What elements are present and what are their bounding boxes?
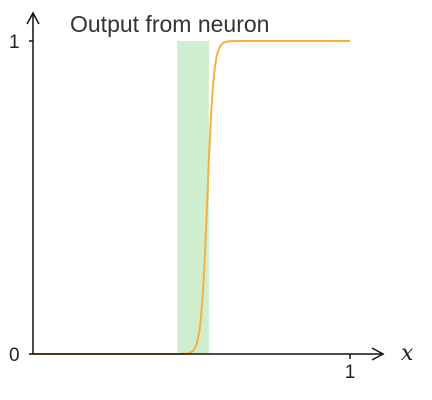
y-axis-arrow [26, 11, 40, 25]
chart-title: Output from neuron [70, 11, 269, 37]
x-tick-label: 1 [345, 362, 356, 383]
y-tick-label: 1 [9, 32, 20, 53]
highlight-band [177, 41, 209, 354]
x-axis-arrow [371, 347, 385, 361]
y-tick-label: 0 [9, 345, 20, 366]
x-axis-label: x [401, 341, 414, 366]
tick-group: 0 1 1 [9, 32, 355, 383]
